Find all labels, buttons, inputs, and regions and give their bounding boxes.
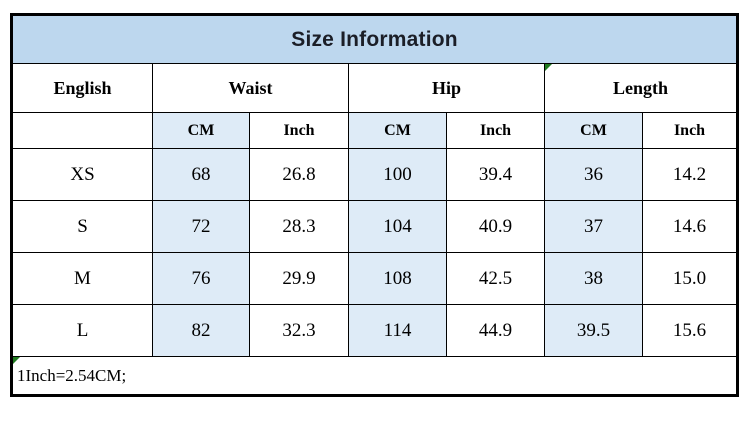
table-row-s: S 72 28.3 104 40.9 37 14.6 (11, 200, 739, 253)
length-cm-value: 38 (544, 252, 643, 305)
hip-cm-value: 108 (348, 252, 447, 305)
size-chart: Size Information English Waist Hip Lengt… (10, 13, 740, 397)
waist-inch-value: 26.8 (249, 148, 349, 201)
unit-spacer-cell (11, 112, 153, 149)
comment-marker-icon (545, 64, 552, 71)
unit-hip-cm: CM (348, 112, 447, 149)
footnote-cell: 1Inch=2.54CM; (10, 356, 739, 396)
unit-waist-cm: CM (152, 112, 250, 149)
header-english: English (11, 63, 153, 113)
waist-inch-value: 32.3 (249, 304, 349, 357)
unit-length-cm: CM (544, 112, 643, 149)
length-inch-value: 14.6 (641, 200, 739, 253)
length-inch-value: 14.2 (641, 148, 739, 201)
hip-inch-value: 42.5 (446, 252, 545, 305)
waist-cm-value: 76 (152, 252, 250, 305)
footnote-text: 1Inch=2.54CM; (17, 365, 127, 385)
size-label: M (11, 252, 153, 305)
length-inch-value: 15.0 (641, 252, 739, 305)
header-hip: Hip (348, 63, 545, 113)
waist-inch-value: 28.3 (249, 200, 349, 253)
header-waist: Waist (152, 63, 349, 113)
length-cm-value: 37 (544, 200, 643, 253)
hip-cm-value: 104 (348, 200, 447, 253)
unit-waist-inch: Inch (249, 112, 349, 149)
title-row: Size Information (10, 14, 739, 64)
hip-cm-value: 114 (348, 304, 447, 357)
header-length: Length (543, 63, 739, 113)
waist-cm-value: 82 (152, 304, 250, 357)
table-row-l: L 82 32.3 114 44.9 39.5 15.6 (11, 304, 739, 357)
group-header-row: English Waist Hip Length (11, 63, 739, 113)
table-title: Size Information (10, 14, 739, 64)
size-information-table: Size Information English Waist Hip Lengt… (10, 13, 740, 397)
unit-hip-inch: Inch (446, 112, 545, 149)
waist-inch-value: 29.9 (249, 252, 349, 305)
size-label: S (11, 200, 153, 253)
hip-inch-value: 40.9 (446, 200, 545, 253)
size-label: L (11, 304, 153, 357)
header-length-label: Length (613, 77, 669, 98)
comment-marker-icon (13, 357, 20, 364)
length-cm-value: 36 (544, 148, 643, 201)
hip-inch-value: 44.9 (446, 304, 545, 357)
table-row-m: M 76 29.9 108 42.5 38 15.0 (11, 252, 739, 305)
units-row: CM Inch CM Inch CM Inch (11, 112, 739, 149)
size-label: XS (11, 148, 153, 201)
footnote-row: 1Inch=2.54CM; (10, 356, 739, 396)
unit-length-inch: Inch (641, 112, 739, 149)
waist-cm-value: 68 (152, 148, 250, 201)
hip-cm-value: 100 (348, 148, 447, 201)
waist-cm-value: 72 (152, 200, 250, 253)
length-inch-value: 15.6 (641, 304, 739, 357)
hip-inch-value: 39.4 (446, 148, 545, 201)
length-cm-value: 39.5 (544, 304, 643, 357)
table-row-xs: XS 68 26.8 100 39.4 36 14.2 (11, 148, 739, 201)
